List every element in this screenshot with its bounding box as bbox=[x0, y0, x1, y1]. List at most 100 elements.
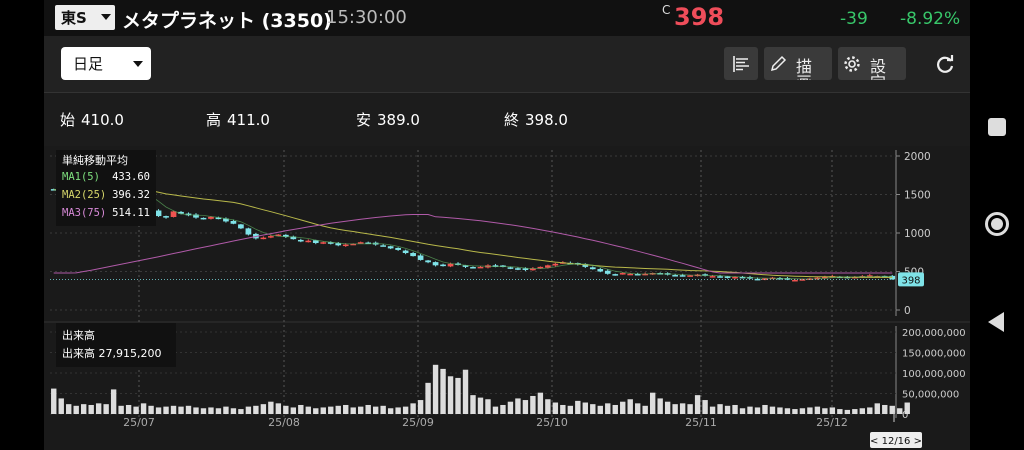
current-price: 398 bbox=[674, 3, 725, 31]
volume-bar bbox=[110, 389, 117, 414]
volume-bar bbox=[844, 409, 851, 414]
candle-body bbox=[799, 279, 806, 281]
recent-apps-icon[interactable] bbox=[988, 118, 1006, 136]
gear-icon bbox=[844, 55, 860, 72]
ma3-name: MA3(75) bbox=[62, 207, 107, 219]
volume-bar bbox=[387, 408, 394, 414]
candle-body bbox=[440, 264, 446, 267]
market-selector[interactable]: 東S bbox=[55, 5, 115, 30]
candle-body bbox=[552, 263, 559, 266]
volume-bar bbox=[170, 405, 177, 414]
volume-bar bbox=[799, 408, 806, 414]
candle-body bbox=[582, 263, 589, 267]
volume-legend-title: 出来高 bbox=[62, 329, 95, 342]
volume-bar bbox=[380, 405, 386, 414]
x-tick-label: 25/09 bbox=[402, 416, 434, 429]
volume-bar bbox=[253, 405, 259, 414]
ma2-name: MA2(25) bbox=[62, 189, 107, 201]
volume-bar bbox=[560, 404, 566, 414]
volume-bar bbox=[320, 407, 326, 414]
candle-body bbox=[537, 266, 544, 269]
volume-bar bbox=[507, 401, 514, 414]
candle-body bbox=[597, 269, 604, 272]
chevron-down-icon bbox=[133, 61, 143, 67]
candle-body bbox=[335, 243, 342, 246]
volume-bar bbox=[657, 398, 663, 414]
volume-bar bbox=[679, 403, 686, 414]
volume-bar bbox=[702, 400, 708, 414]
x-tick-label: 25/12 bbox=[816, 416, 848, 429]
volume-bar bbox=[485, 399, 491, 414]
volume-legend-row: 出来高 27,915,200 bbox=[62, 347, 162, 360]
volume-bar bbox=[597, 405, 603, 414]
candle-body bbox=[170, 211, 177, 217]
volume-bar bbox=[642, 405, 648, 414]
volume-bar bbox=[605, 403, 611, 414]
volume-bar bbox=[73, 405, 79, 414]
volume-bar bbox=[762, 404, 768, 414]
volume-bar bbox=[537, 392, 544, 414]
candle-body bbox=[380, 245, 387, 247]
ma1-line bbox=[53, 186, 893, 280]
volume-bar bbox=[432, 364, 439, 414]
volume-bar bbox=[590, 404, 596, 414]
volume-bar bbox=[747, 406, 753, 414]
volume-bar bbox=[193, 407, 199, 414]
volume-bar bbox=[462, 369, 469, 414]
volume-bar bbox=[372, 406, 379, 414]
candle-body bbox=[402, 250, 409, 254]
price-flag: C bbox=[662, 3, 671, 17]
volume-bar bbox=[477, 397, 484, 414]
period-label: 日足 bbox=[73, 55, 104, 73]
volume-bar bbox=[784, 408, 791, 414]
candle-body bbox=[530, 268, 536, 271]
candle-body bbox=[342, 244, 349, 247]
candle-body bbox=[634, 273, 641, 276]
volume-bar bbox=[732, 404, 738, 414]
volume-bar bbox=[874, 403, 880, 414]
volume-bar bbox=[769, 406, 776, 414]
settings-button[interactable]: 設定 bbox=[838, 47, 906, 80]
period-select[interactable]: 日足 bbox=[61, 47, 151, 80]
back-icon[interactable] bbox=[988, 312, 1004, 332]
volume-bar bbox=[230, 408, 237, 414]
candle-body bbox=[874, 276, 881, 278]
refresh-button[interactable] bbox=[932, 52, 958, 78]
candle-body bbox=[297, 239, 304, 242]
volume-bar bbox=[814, 406, 821, 414]
volume-bar bbox=[500, 404, 506, 414]
cursor-date-tag bbox=[870, 432, 922, 448]
volume-bar bbox=[283, 405, 289, 414]
volume-bar bbox=[440, 368, 446, 414]
volume-bar bbox=[867, 407, 873, 414]
candle-body bbox=[447, 263, 454, 267]
draw-button[interactable]: 描画 bbox=[764, 47, 832, 80]
last-price-label: 398 bbox=[901, 275, 920, 286]
volume-bar bbox=[51, 388, 57, 414]
candle-body bbox=[163, 216, 169, 218]
stock-name: メタプラネット (3350) bbox=[122, 10, 332, 32]
volume-bar bbox=[837, 409, 843, 414]
candle-body bbox=[305, 240, 312, 243]
candle-body bbox=[792, 279, 798, 282]
ma1-value: 433.60 bbox=[112, 171, 150, 183]
ohlc-row: 始 410.0 高 411.0 安 389.0 終 398.0 bbox=[44, 92, 970, 146]
candle-body bbox=[178, 211, 184, 214]
price-tick-label: 0 bbox=[904, 305, 911, 317]
candle-body bbox=[522, 268, 529, 270]
candle-body bbox=[612, 274, 619, 276]
candle-body bbox=[245, 228, 252, 235]
volume-bar bbox=[223, 406, 229, 414]
candle-body bbox=[357, 242, 364, 244]
home-icon[interactable] bbox=[985, 212, 1009, 236]
indicator-button[interactable] bbox=[724, 47, 758, 80]
volume-bar bbox=[148, 405, 154, 414]
stock-chart[interactable]: 25/07 25/08 25/09 25/10 25/11 25/12 2000 1500 10… bbox=[44, 146, 970, 450]
candle-body bbox=[492, 265, 499, 267]
candle-body bbox=[350, 243, 357, 246]
refresh-icon bbox=[937, 55, 954, 73]
volume-bar bbox=[185, 405, 192, 414]
candle-body bbox=[732, 276, 738, 279]
android-nav-bar bbox=[970, 0, 1024, 450]
candle-body bbox=[477, 266, 484, 269]
